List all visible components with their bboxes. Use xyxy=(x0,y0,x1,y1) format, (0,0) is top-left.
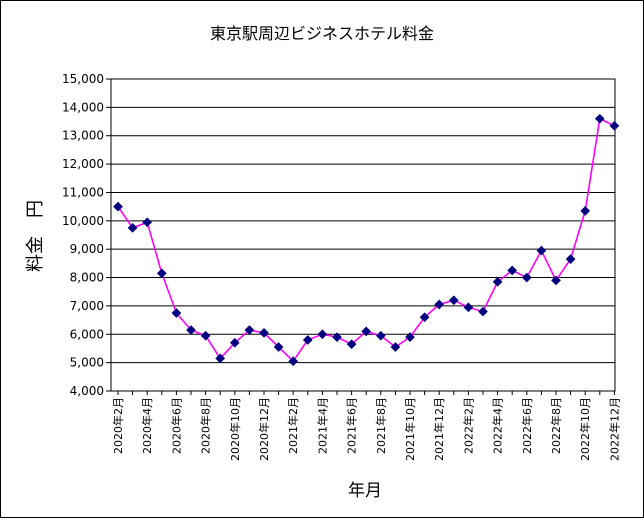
plot-area xyxy=(110,78,616,392)
data-point xyxy=(113,201,123,212)
x-tick-label: 2020年8月 xyxy=(199,397,213,454)
x-tick-label: 2021年2月 xyxy=(286,397,300,454)
data-point xyxy=(302,334,313,345)
y-tick-label: 12,000 xyxy=(62,157,104,171)
data-point xyxy=(580,205,591,216)
data-point xyxy=(375,330,386,341)
data-point xyxy=(200,330,211,341)
data-point xyxy=(288,356,299,367)
x-tick-label: 2021年10月 xyxy=(403,397,417,461)
y-tick-label: 10,000 xyxy=(62,214,104,228)
x-tick-label: 2021年12月 xyxy=(432,397,446,461)
x-tick-label: 2022年10月 xyxy=(578,397,592,461)
x-tick-label: 2020年4月 xyxy=(140,397,154,454)
data-point xyxy=(478,306,488,317)
data-point xyxy=(229,337,240,348)
x-tick-label: 2020年2月 xyxy=(111,397,125,454)
data-point xyxy=(244,325,255,335)
y-tick-label: 15,000 xyxy=(62,72,104,86)
data-point xyxy=(215,353,226,364)
data-point xyxy=(346,339,357,350)
data-point xyxy=(273,342,284,352)
data-point xyxy=(565,254,576,265)
data-point xyxy=(434,299,445,310)
data-point xyxy=(419,312,430,323)
x-tick-label: 2021年4月 xyxy=(315,397,329,454)
y-tick-label: 7,000 xyxy=(70,299,104,313)
series-group xyxy=(113,113,620,367)
y-tick-label: 8,000 xyxy=(70,271,104,285)
x-tick-label: 2022年8月 xyxy=(549,397,563,454)
data-point xyxy=(186,325,196,335)
y-axis-label: 料金 円 xyxy=(25,200,46,272)
x-tick-label: 2022年2月 xyxy=(461,397,475,454)
data-point xyxy=(521,272,532,283)
y-tick-label: 14,000 xyxy=(62,100,104,114)
data-point xyxy=(594,113,605,124)
data-point xyxy=(507,265,518,276)
data-point xyxy=(156,268,167,279)
data-point xyxy=(317,329,328,340)
data-point xyxy=(171,308,182,318)
y-tick-label: 11,000 xyxy=(62,185,104,199)
y-tick-label: 4,000 xyxy=(70,384,104,398)
x-tick-label: 2022年4月 xyxy=(491,397,505,454)
y-tick-label: 6,000 xyxy=(70,327,104,341)
y-tick-label: 9,000 xyxy=(70,242,104,256)
y-tick-label: 5,000 xyxy=(70,356,104,370)
x-tick-label: 2020年10月 xyxy=(228,397,242,461)
x-tick-label: 2022年12月 xyxy=(607,397,621,461)
data-point xyxy=(463,302,474,313)
data-point xyxy=(127,222,138,233)
x-tick-label: 2020年6月 xyxy=(169,397,183,454)
x-tick-label: 2020年12月 xyxy=(257,397,271,461)
series-line xyxy=(117,117,615,363)
data-point xyxy=(551,275,561,286)
y-axis-ticks: 4,000 5,000 6,000 7,000 8,000 9,000 10,000 11,0… xyxy=(62,72,111,398)
data-point xyxy=(361,326,372,337)
data-point xyxy=(448,295,459,306)
x-axis-ticks: 2020年2月 2020年4月 2020年6月 2020年8月 2020年10月 2020… xyxy=(111,391,621,461)
data-point xyxy=(405,332,415,343)
x-tick-label: 2021年6月 xyxy=(345,397,359,454)
chart-title: 東京駅周辺ビジネスホテル料金 xyxy=(210,24,434,43)
data-point xyxy=(332,332,342,343)
y-tick-label: 13,000 xyxy=(62,129,104,143)
data-point xyxy=(142,217,153,228)
x-axis-label: 年月 xyxy=(348,481,382,501)
data-point xyxy=(259,327,269,338)
gridlines xyxy=(111,78,615,392)
x-tick-label: 2021年8月 xyxy=(374,397,388,454)
data-point xyxy=(609,120,620,131)
data-point xyxy=(536,245,547,256)
x-tick-label: 2022年6月 xyxy=(520,397,534,454)
data-point xyxy=(390,342,401,352)
data-point xyxy=(492,276,503,287)
